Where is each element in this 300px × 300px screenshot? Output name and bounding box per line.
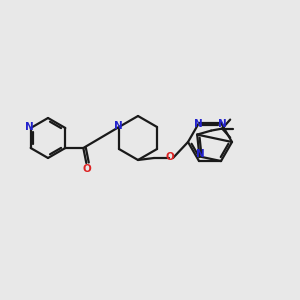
Text: N: N [114,121,122,131]
Text: O: O [83,164,92,174]
Text: O: O [166,152,174,162]
Text: N: N [25,122,34,133]
Text: N: N [218,119,226,129]
Text: N: N [196,149,205,160]
Text: N: N [194,119,202,129]
